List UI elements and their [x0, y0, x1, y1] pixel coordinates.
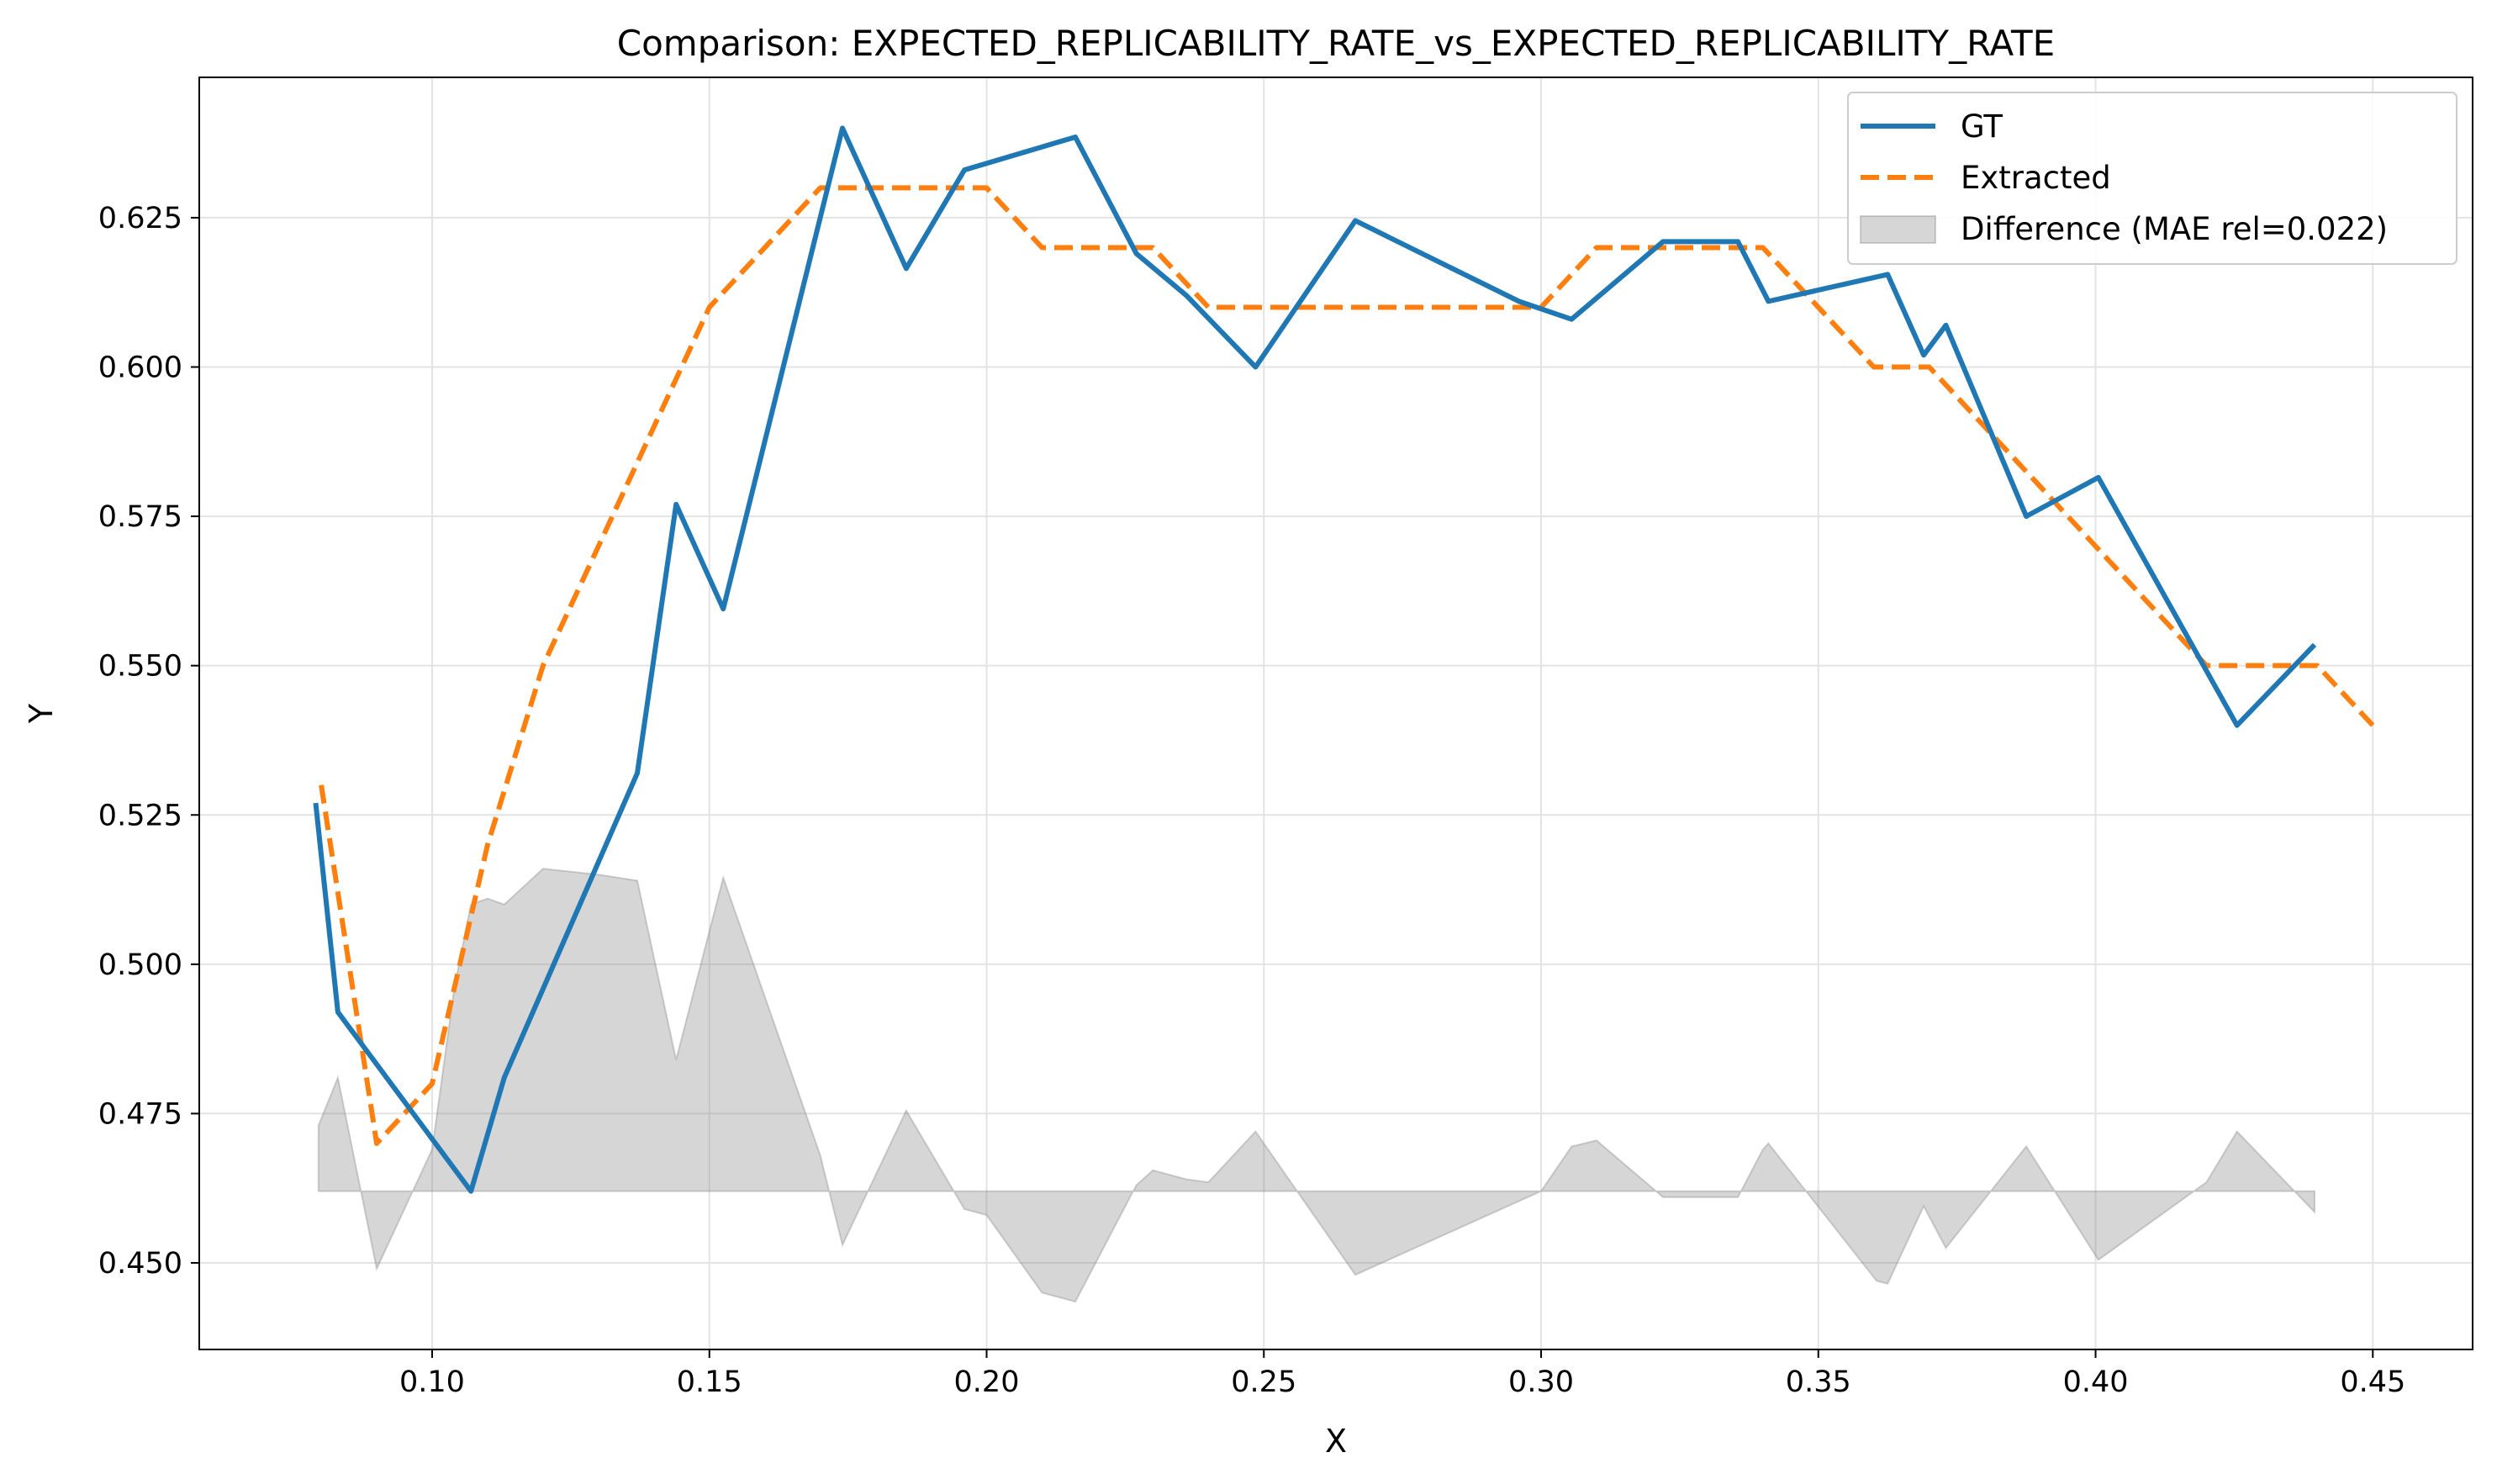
- x-tick-label-3: 0.25: [1231, 1365, 1296, 1399]
- plot-area-frame: [198, 77, 2473, 1350]
- y-axis-ticks: 0.450 0.475 0.500 0.525 0.550 0.575 0.600 0.625: [98, 202, 199, 1281]
- y-tick-label-1: 0.475: [98, 1097, 182, 1131]
- x-tick-label-2: 0.20: [954, 1365, 1020, 1399]
- y-tick-label-3: 0.525: [98, 799, 182, 832]
- x-tick-label-4: 0.30: [1508, 1365, 1574, 1399]
- grid: [199, 77, 2473, 1349]
- x-tick-label-1: 0.15: [677, 1365, 742, 1399]
- gt-series-line: [313, 125, 2317, 1194]
- x-axis-label: X: [1325, 1423, 1347, 1460]
- y-tick-label-5: 0.575: [98, 500, 182, 534]
- y-tick-label-6: 0.600: [98, 351, 182, 385]
- y-tick-label-7: 0.625: [98, 202, 182, 235]
- series-line-layer: [313, 125, 2375, 1194]
- x-axis-ticks: 0.10 0.15 0.20 0.25 0.30 0.35 0.40 0.45: [399, 1349, 2405, 1399]
- legend-extracted-label: Extracted: [1961, 160, 2111, 196]
- x-tick-label-0: 0.10: [399, 1365, 465, 1399]
- legend-difference-swatch: [1860, 215, 1936, 244]
- difference-area: [317, 868, 2316, 1303]
- extracted-series-line: [319, 185, 2375, 1146]
- legend-box: [1847, 92, 2457, 265]
- x-tick-label-6: 0.40: [2063, 1365, 2129, 1399]
- y-tick-label-4: 0.550: [98, 650, 182, 684]
- difference-fill-layer: [317, 868, 2316, 1303]
- y-tick-label-2: 0.500: [98, 948, 182, 982]
- legend-gt-label: GT: [1961, 108, 2003, 145]
- legend: GT Extracted Difference (MAE rel=0.022): [1847, 92, 2457, 265]
- chart-title: Comparison: EXPECTED_REPLICABILITY_RATE_…: [617, 23, 2055, 64]
- y-tick-label-0: 0.450: [98, 1247, 182, 1281]
- x-tick-label-7: 0.45: [2340, 1365, 2405, 1399]
- legend-difference-label: Difference (MAE rel=0.022): [1961, 211, 2388, 247]
- x-tick-label-5: 0.35: [1786, 1365, 1851, 1399]
- y-axis-label: Y: [23, 703, 60, 724]
